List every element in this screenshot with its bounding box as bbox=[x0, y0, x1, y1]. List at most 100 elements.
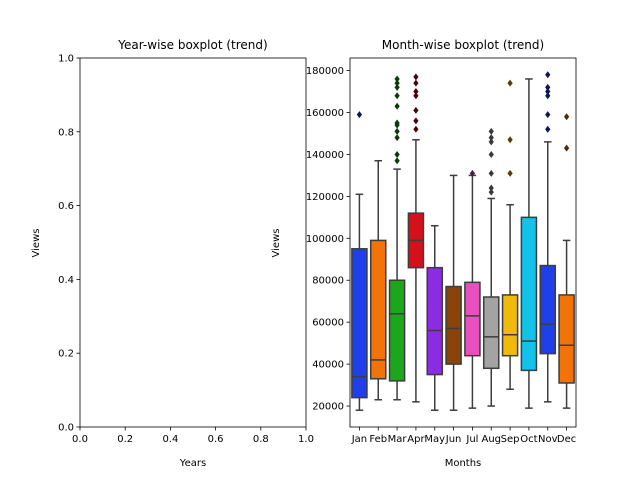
year-wise-ytick-label: 0.2 bbox=[58, 349, 74, 360]
month-wise-box-jan bbox=[351, 111, 368, 411]
outlier-point bbox=[545, 92, 551, 100]
month-wise-ylabel: Views bbox=[271, 229, 282, 258]
outlier-point bbox=[394, 127, 400, 135]
outlier-point bbox=[545, 111, 551, 119]
month-wise-ytick-label: 120000 bbox=[306, 192, 344, 203]
year-wise-title: Year-wise boxplot (trend) bbox=[117, 38, 267, 52]
outlier-point bbox=[394, 119, 400, 127]
outlier-point bbox=[356, 111, 363, 119]
year-wise-ytick-label: 0.6 bbox=[58, 201, 74, 212]
outlier-point bbox=[413, 79, 419, 87]
outlier-point bbox=[413, 88, 419, 96]
outlier-point bbox=[488, 134, 494, 142]
month-wise-xtick-label: Jun bbox=[445, 434, 462, 445]
box-body bbox=[558, 294, 575, 384]
month-wise-boxes bbox=[351, 71, 575, 411]
outlier-point bbox=[394, 83, 400, 91]
outlier-point bbox=[507, 136, 513, 144]
outlier-point bbox=[488, 184, 494, 192]
outlier-point bbox=[488, 188, 494, 196]
month-wise-panel: Month-wise boxplot (trend) 20000 40000 600… bbox=[271, 38, 577, 469]
month-wise-ytick-label: 100000 bbox=[306, 234, 344, 245]
month-wise-axes: 20000 40000 60000 80000 100000 120000 140000 16… bbox=[306, 57, 577, 445]
month-wise-box-oct bbox=[520, 78, 538, 409]
year-wise-ytick-label: 0.8 bbox=[58, 127, 74, 138]
month-wise-axes-frame bbox=[349, 57, 577, 428]
year-wise-axes: 0.0 0.2 0.4 0.6 0.8 1.0 0.0 0.2 0.4 0.6 0.8 1.0 bbox=[58, 54, 314, 446]
year-wise-ytick-label: 0.4 bbox=[58, 275, 74, 286]
month-wise-box-nov bbox=[539, 71, 557, 403]
year-wise-xtick-label: 0.8 bbox=[253, 434, 269, 445]
outlier-point bbox=[545, 125, 551, 133]
outlier-point bbox=[563, 113, 570, 121]
month-wise-box-may bbox=[426, 224, 444, 411]
outlier-point bbox=[413, 117, 419, 125]
month-wise-xtick-label: Dec bbox=[557, 434, 576, 445]
month-wise-xtick-label: Mar bbox=[388, 434, 408, 445]
outlier-point bbox=[394, 157, 400, 165]
box-body bbox=[539, 264, 557, 355]
year-wise-xtick-label: 0.2 bbox=[117, 434, 133, 445]
outlier-point bbox=[545, 83, 551, 91]
outlier-point bbox=[413, 92, 419, 100]
year-wise-panel: Year-wise boxplot (trend) 0.0 0.2 0.4 0.6 0.… bbox=[31, 38, 314, 469]
month-wise-ytick-label: 80000 bbox=[312, 276, 344, 287]
box-body bbox=[482, 296, 500, 370]
month-wise-box-mar bbox=[388, 75, 406, 401]
year-wise-axes-frame bbox=[79, 57, 307, 428]
outlier-point bbox=[469, 169, 476, 177]
outlier-point bbox=[545, 88, 551, 96]
month-wise-title: Month-wise boxplot (trend) bbox=[382, 38, 544, 52]
outlier-point bbox=[413, 73, 419, 81]
month-wise-ytick-label: 180000 bbox=[306, 66, 344, 77]
month-wise-xtick-label: Jul bbox=[465, 434, 478, 445]
outlier-point bbox=[394, 102, 400, 110]
month-wise-xtick-label: Jan bbox=[351, 434, 367, 445]
outlier-point bbox=[394, 150, 400, 158]
month-wise-ytick-label: 20000 bbox=[312, 402, 344, 413]
box-body bbox=[445, 285, 462, 365]
month-wise-ytick-label: 40000 bbox=[312, 360, 344, 371]
month-wise-box-jul bbox=[464, 169, 481, 409]
month-wise-box-apr bbox=[407, 73, 425, 403]
outlier-point bbox=[488, 150, 494, 158]
month-wise-xtick-label: Nov bbox=[538, 434, 558, 445]
outlier-point bbox=[394, 92, 400, 100]
year-wise-ytick-label: 1.0 bbox=[58, 54, 74, 65]
year-wise-xtick-label: 0.0 bbox=[72, 434, 88, 445]
year-wise-xtick-label: 0.6 bbox=[208, 434, 224, 445]
month-wise-ytick-label: 60000 bbox=[312, 318, 344, 329]
month-wise-xtick-label: Aug bbox=[481, 434, 501, 445]
box-body bbox=[369, 239, 387, 380]
month-wise-xtick-label: Sep bbox=[501, 434, 520, 445]
outlier-point bbox=[488, 169, 494, 177]
outlier-point bbox=[413, 106, 419, 114]
outlier-point bbox=[394, 134, 400, 142]
year-wise-xtick-label: 0.4 bbox=[162, 434, 178, 445]
box-body bbox=[520, 216, 538, 372]
year-wise-xtick-label: 1.0 bbox=[298, 434, 314, 445]
outlier-point bbox=[394, 79, 400, 87]
outlier-point bbox=[413, 125, 419, 133]
outlier-point bbox=[488, 138, 494, 146]
year-wise-xlabel: Years bbox=[179, 458, 206, 469]
month-wise-xlabel: Months bbox=[445, 458, 482, 469]
outlier-point bbox=[507, 79, 513, 87]
month-wise-box-jun bbox=[445, 174, 462, 411]
outlier-point bbox=[563, 144, 570, 152]
month-wise-box-aug bbox=[482, 127, 500, 407]
outlier-point bbox=[488, 127, 494, 135]
month-wise-box-sep bbox=[501, 79, 519, 391]
month-wise-box-dec bbox=[558, 113, 575, 409]
month-wise-xtick-label: May bbox=[424, 434, 445, 445]
box-body bbox=[351, 248, 368, 399]
outlier-point bbox=[507, 169, 513, 177]
month-wise-ytick-label: 160000 bbox=[306, 108, 344, 119]
box-body bbox=[426, 266, 444, 376]
outlier-point bbox=[394, 75, 400, 83]
box-body bbox=[501, 294, 519, 357]
outlier-point bbox=[545, 71, 551, 79]
month-wise-xtick-label: Feb bbox=[369, 434, 387, 445]
year-wise-ytick-label: 0.0 bbox=[58, 423, 74, 434]
